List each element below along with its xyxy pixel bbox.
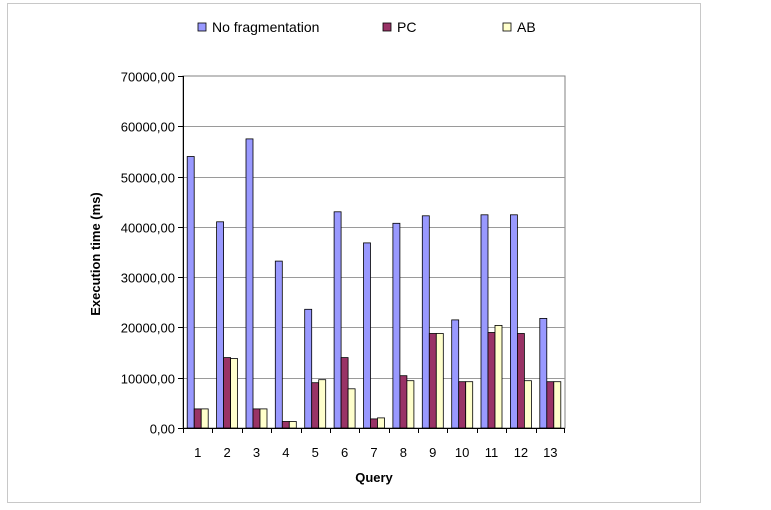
- legend-swatch: [502, 22, 512, 32]
- x-tick-label: 6: [341, 445, 348, 460]
- bar-ab-12: [524, 380, 532, 429]
- bar-pc-5: [311, 382, 320, 429]
- bar-pc-3: [252, 408, 261, 429]
- bar-pc-7: [370, 418, 378, 429]
- x-tick-label: 13: [543, 445, 557, 460]
- x-tick-label: 2: [223, 445, 230, 460]
- x-tick-label: 10: [455, 445, 469, 460]
- bar-ab-11: [494, 324, 503, 429]
- bar-pc-9: [428, 333, 437, 429]
- bar-no-fragmentation-12: [509, 214, 518, 429]
- x-axis-title: Query: [355, 470, 393, 485]
- bar-pc-8: [399, 375, 408, 429]
- bar-no-fragmentation-1: [186, 156, 195, 429]
- x-tick-label: 12: [514, 445, 528, 460]
- bar-ab-13: [553, 381, 562, 429]
- x-tick-label: 8: [400, 445, 407, 460]
- legend-label: No fragmentation: [212, 19, 319, 35]
- legend-label: AB: [517, 19, 536, 35]
- bar-ab-7: [377, 417, 385, 429]
- y-tick-label: 60000,00: [121, 120, 175, 135]
- bar-no-fragmentation-3: [245, 138, 254, 429]
- bar-ab-6: [347, 388, 356, 429]
- bar-pc-12: [517, 333, 525, 429]
- bar-ab-5: [318, 379, 327, 429]
- bar-pc-10: [458, 381, 467, 429]
- bar-pc-2: [223, 357, 232, 429]
- x-tick-label: 1: [194, 445, 201, 460]
- y-tick-label: 70000,00: [121, 70, 175, 85]
- y-axis-title: Execution time (ms): [88, 192, 103, 316]
- bar-no-fragmentation-9: [421, 215, 430, 429]
- bar-ab-4: [288, 421, 297, 429]
- y-tick-label: 40000,00: [121, 221, 175, 236]
- bar-no-fragmentation-8: [392, 222, 401, 429]
- bar-no-fragmentation-10: [451, 319, 460, 429]
- bar-ab-1: [200, 408, 209, 429]
- bar-no-fragmentation-13: [539, 317, 548, 429]
- legend-swatch: [382, 22, 392, 32]
- bar-ab-2: [230, 358, 239, 429]
- bar-no-fragmentation-6: [333, 211, 342, 429]
- bar-no-fragmentation-4: [274, 260, 283, 429]
- bar-ab-9: [435, 333, 444, 429]
- legend-swatch: [197, 22, 207, 32]
- y-tick-label: 0,00: [150, 422, 175, 437]
- x-tick-label: 9: [429, 445, 436, 460]
- plot-area: [182, 75, 566, 429]
- bar-pc-4: [281, 421, 290, 429]
- y-tick-label: 30000,00: [121, 271, 175, 286]
- bar-no-fragmentation-2: [216, 221, 225, 429]
- bar-ab-3: [259, 408, 268, 429]
- bar-ab-10: [465, 381, 474, 429]
- bar-pc-13: [546, 381, 555, 429]
- x-tick-label: 3: [253, 445, 260, 460]
- bar-no-fragmentation-5: [304, 308, 313, 429]
- bar-ab-8: [406, 380, 415, 429]
- y-tick-label: 20000,00: [121, 321, 175, 336]
- x-tick-label: 7: [370, 445, 377, 460]
- x-tick-label: 5: [312, 445, 319, 460]
- y-tick-label: 10000,00: [121, 372, 175, 387]
- y-tick-label: 50000,00: [121, 171, 175, 186]
- x-tick-label: 11: [485, 445, 499, 460]
- bar-pc-1: [193, 408, 202, 429]
- bar-no-fragmentation-7: [363, 242, 371, 429]
- x-tick-label: 4: [282, 445, 289, 460]
- bar-no-fragmentation-11: [480, 214, 489, 429]
- bar-pc-11: [487, 332, 496, 429]
- legend-label: PC: [397, 19, 416, 35]
- bar-pc-6: [340, 357, 349, 429]
